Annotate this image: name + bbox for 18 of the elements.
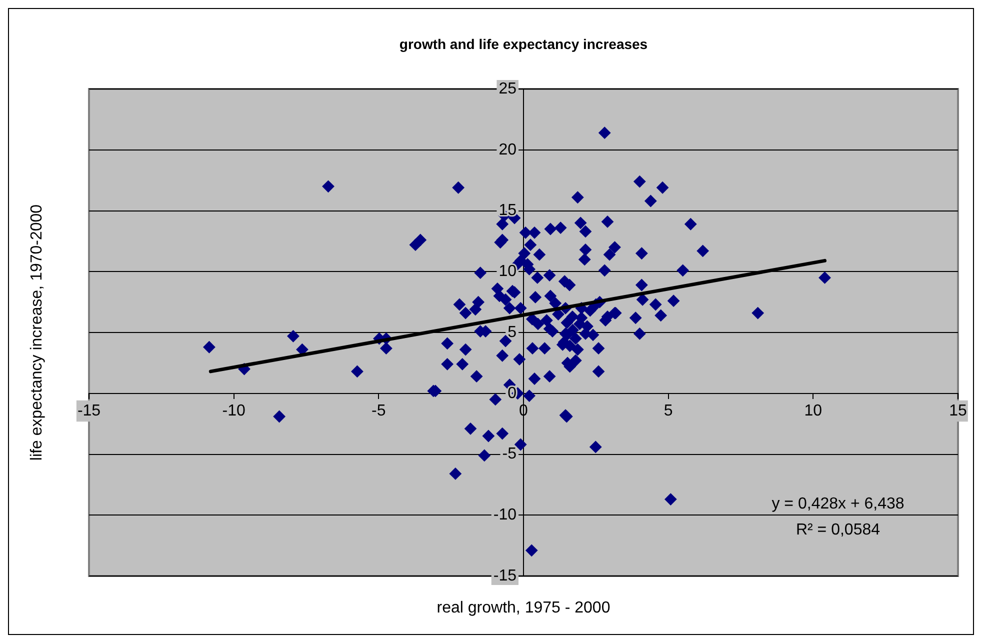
y-tick-label: -10 (493, 506, 517, 524)
x-tick-label: 5 (664, 402, 673, 420)
y-tick-label: -15 (493, 567, 517, 584)
y-tick-label: 10 (498, 263, 517, 280)
y-tick-label: -5 (502, 446, 517, 463)
x-tick-label: -15 (77, 402, 101, 420)
y-tick-label: 5 (508, 324, 517, 341)
x-tick-label: -5 (372, 402, 386, 420)
x-tick-label: 15 (949, 402, 967, 420)
x-tick-label: -10 (222, 402, 246, 420)
annotation: R² = 0,0584 (796, 521, 880, 538)
y-tick-label: 20 (498, 141, 517, 158)
annotation: y = 0,428x + 6,438 (772, 495, 904, 512)
x-tick-label: 10 (804, 402, 822, 420)
y-tick-label: 25 (498, 80, 517, 98)
x-axis-title: real growth, 1975 - 2000 (436, 599, 610, 616)
y-axis-title: life expectancy increase, 1970-2000 (28, 204, 46, 461)
chart-title: growth and life expectancy increases (399, 36, 648, 52)
